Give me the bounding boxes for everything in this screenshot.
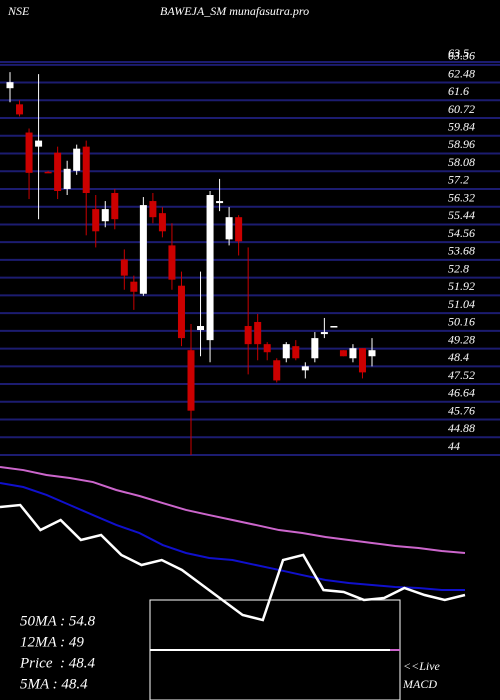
y-tick-label: 48.4 (448, 350, 469, 364)
y-tick-label: 53.68 (448, 244, 475, 258)
stat-label: 5MA : 48.4 (20, 676, 88, 692)
y-tick-label: 56.32 (448, 190, 475, 204)
y-tick-label: 55.44 (448, 208, 475, 222)
y-tick-label: 52.8 (448, 261, 469, 275)
note-label: <<Live (403, 659, 441, 673)
y-tick-label: 47.52 (448, 368, 475, 382)
candle-body (311, 338, 319, 359)
candle-body (273, 360, 281, 381)
stat-label: 50MA : 54.8 (20, 613, 96, 629)
candle-body (216, 201, 224, 204)
candle-body (339, 350, 347, 357)
candle-body (16, 104, 24, 115)
candle-body (73, 148, 81, 171)
candle-body (235, 217, 243, 242)
y-tick-label: 61.6 (448, 84, 469, 98)
candle-body (206, 195, 214, 341)
y-tick-label: 58.08 (448, 155, 475, 169)
y-tick-label: 45.76 (448, 403, 475, 417)
candle-body (368, 350, 376, 357)
candle-body (330, 326, 338, 328)
y-tick-label: 59.84 (448, 120, 475, 134)
candle-body (282, 344, 290, 359)
y-tick-label: 58.96 (448, 137, 475, 151)
note-label: MACD (402, 677, 437, 691)
candle-body (225, 217, 233, 240)
candle-body (120, 259, 128, 276)
candle-body (349, 348, 357, 359)
y-tick-label: 44 (448, 439, 460, 453)
y-tick-label: 62.48 (448, 66, 475, 80)
y-tick-label: 46.64 (448, 386, 475, 400)
y-tick-label: 60.72 (448, 102, 475, 116)
y-tick-label: 57.2 (448, 173, 469, 187)
stat-label: Price : 48.4 (19, 655, 95, 671)
y-tick-label: 51.04 (448, 297, 475, 311)
exchange: NSE (7, 4, 30, 18)
candle-body (301, 366, 309, 371)
candle-body (92, 209, 100, 232)
candle-body (6, 82, 14, 89)
candle-body (35, 140, 43, 147)
candle-body (82, 146, 90, 193)
candle-body (292, 346, 300, 359)
candle-body (158, 213, 166, 232)
y-tick-label: 63.5 (448, 46, 469, 60)
indicator-line (0, 481, 465, 592)
stat-label: 12MA : 49 (20, 634, 84, 650)
candle-body (254, 321, 262, 345)
y-tick-label: 63.36 (448, 49, 475, 63)
candle-body (139, 205, 147, 294)
candle-body (111, 193, 119, 220)
candle-body (358, 348, 366, 373)
candle-body (63, 168, 71, 189)
y-tick-label: 51.92 (448, 279, 475, 293)
y-tick-label: 44.88 (448, 421, 475, 435)
candle-body (197, 326, 205, 331)
y-tick-label: 54.56 (448, 226, 475, 240)
candle-body (244, 326, 252, 345)
candle-body (320, 332, 328, 335)
candle-body (44, 171, 52, 174)
candle-body (149, 201, 157, 218)
candle-body (25, 132, 33, 173)
candle-body (54, 152, 62, 191)
candle-body (168, 245, 176, 280)
indicator-line (0, 466, 466, 554)
y-tick-label: 49.28 (448, 332, 475, 346)
indicator-line (0, 503, 466, 622)
y-tick-label: 50.16 (448, 315, 475, 329)
chart-title: BAWEJA_SM munafasutra.pro (160, 4, 309, 18)
candle-body (263, 344, 271, 353)
candle-body (187, 350, 195, 411)
candle-body (177, 285, 185, 339)
candle-body (101, 209, 109, 222)
candle-body (130, 281, 138, 292)
